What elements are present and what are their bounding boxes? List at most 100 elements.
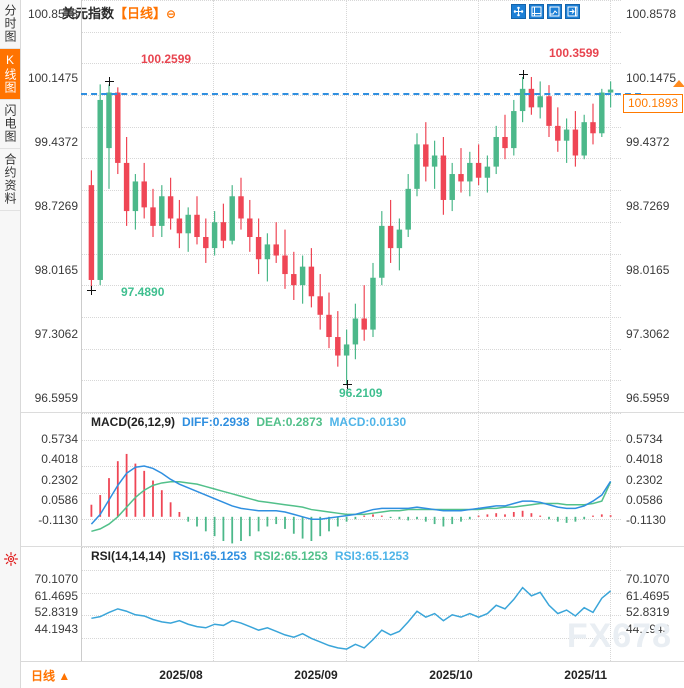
chart-shift-icon[interactable]	[547, 4, 562, 19]
axis-tick-label: 0.0586	[41, 492, 78, 507]
axis-tick-label: 44.1943	[626, 622, 670, 636]
rsi-series	[91, 586, 612, 650]
gridline-vertical	[345, 547, 347, 661]
watermark: FX678	[566, 617, 672, 655]
chart-scale-icon[interactable]	[529, 4, 544, 19]
axis-tick-label: 52.8319	[34, 605, 78, 620]
crosshair-move-icon[interactable]	[511, 4, 526, 19]
sidebar-item-contract-info[interactable]: 合约资料	[0, 149, 20, 211]
gridline-vertical	[610, 413, 612, 546]
x-axis-tick-label: 2025/09	[294, 668, 338, 682]
axis-tick-label: 70.1070	[626, 572, 670, 586]
gridline-vertical	[213, 413, 215, 546]
gridline-vertical	[345, 413, 347, 546]
axis-tick-label: 97.3062	[34, 327, 78, 341]
axis-tick-label: 61.4695	[626, 588, 670, 603]
chart-title: 美元指数【日线】⊖	[62, 3, 176, 22]
axis-tick-label: 99.4372	[626, 135, 670, 149]
rsi-title: RSI(14,14,14)	[91, 549, 166, 563]
rsi3-value: RSI3:65.1253	[334, 549, 409, 563]
gridline-horizontal	[81, 285, 621, 286]
sidebar-item-kline-chart[interactable]: K线图	[0, 49, 20, 100]
gridline-horizontal	[81, 158, 621, 159]
instrument-name: 美元指数	[62, 6, 115, 21]
macd-legend: MACD(26,12,9) DIFF:0.2938 DEA:0.2873 MACD:0…	[91, 415, 413, 429]
macd-panel: 0.5734 0.4018 0.2302 0.0586 -0.1130 0.5734 0.…	[21, 413, 684, 547]
gridline-horizontal	[81, 95, 621, 96]
gridline-horizontal	[81, 519, 621, 520]
axis-tick-label: 100.1475	[626, 71, 677, 85]
gridline-horizontal	[81, 380, 621, 381]
gridline-vertical	[213, 547, 215, 661]
sidebar-item-time-chart[interactable]: 分时图	[0, 0, 20, 49]
axis-tick-label: 98.7269	[626, 199, 670, 213]
chart-period-label: 【日线】	[114, 6, 167, 21]
gridline-horizontal	[81, 190, 621, 191]
gridline-vertical	[477, 413, 479, 546]
gridline-vertical	[610, 547, 612, 661]
gridline-horizontal	[81, 222, 621, 223]
low-left-marker	[87, 285, 97, 295]
low-bottom-marker	[342, 380, 352, 390]
gridline-horizontal	[81, 593, 621, 594]
chart-surface[interactable]: 100.8578 100.1475 99.4372 98.7269 98.0165 97.…	[21, 0, 684, 688]
axis-tick-label: 99.4372	[34, 135, 78, 149]
gridline-horizontal	[81, 466, 621, 467]
current-price-dash-line	[81, 92, 641, 95]
rsi2-value: RSI2:65.1253	[253, 549, 328, 563]
chart-footer: 日线 ▲ 2025/08 2025/09 2025/10 2025/11	[21, 661, 684, 688]
annotation-low-left: 97.4890	[121, 285, 165, 299]
gridline-horizontal	[81, 32, 621, 33]
rsi-panel: 70.1070 61.4695 52.8319 44.1943 70.1070 61.4…	[21, 547, 684, 662]
rsi-legend: RSI(14,14,14) RSI1:65.1253 RSI2:65.1253 RSI…	[91, 549, 416, 563]
macd-dea-value: DEA:0.2873	[256, 415, 323, 429]
axis-tick-label: 100.8578	[27, 7, 78, 21]
gridline-horizontal	[81, 615, 621, 616]
gridline-horizontal	[81, 0, 621, 1]
gridline-horizontal	[81, 570, 621, 571]
axis-tick-label: 0.2302	[41, 472, 78, 487]
rsi1-value: RSI1:65.1253	[172, 549, 247, 563]
panel-left-border	[81, 0, 82, 412]
axis-tick-label: 0.5734	[626, 432, 663, 446]
current-price-arrow-icon	[673, 79, 684, 87]
annotation-low-bottom: 96.2109	[339, 386, 383, 400]
indicator-settings-sun-icon[interactable]	[4, 552, 18, 566]
chart-jump-right-icon[interactable]	[565, 4, 580, 19]
axis-tick-label: 100.8578	[626, 7, 677, 21]
macd-title: MACD(26,12,9)	[91, 415, 176, 429]
chart-toolbar	[511, 4, 580, 19]
price-panel: 100.8578 100.1475 99.4372 98.7269 98.0165 97.…	[21, 0, 684, 413]
current-price-tag[interactable]: 100.1893	[623, 93, 684, 113]
sidebar-item-lightning-chart[interactable]: 闪电图	[0, 100, 20, 149]
axis-tick-label: 98.0165	[34, 263, 78, 277]
gridline-horizontal	[81, 547, 621, 548]
timeframe-selector[interactable]: 日线 ▲	[31, 669, 71, 683]
x-axis-tick-label: 2025/08	[159, 668, 203, 682]
gridline-horizontal	[81, 349, 621, 350]
collapse-icon[interactable]: ⊖	[166, 7, 177, 21]
axis-tick-label: -0.1130	[626, 513, 666, 527]
candlestick-series	[88, 76, 614, 385]
gridline-horizontal	[81, 440, 621, 441]
axis-tick-label: 0.5734	[41, 432, 78, 446]
axis-tick-label: 96.5959	[626, 391, 670, 405]
gridline-horizontal	[81, 493, 621, 494]
high-right-marker	[518, 70, 528, 79]
axis-tick-label: 70.1070	[34, 572, 78, 586]
gridline-horizontal	[81, 413, 621, 414]
axis-tick-label: 52.8319	[626, 605, 670, 620]
annotation-high-left: 100.2599	[141, 52, 192, 66]
panel-divider-2	[21, 546, 684, 547]
annotation-high-right: 100.3599	[549, 46, 600, 60]
axis-tick-label: 0.4018	[626, 452, 663, 467]
x-axis-tick-label: 2025/11	[564, 668, 608, 682]
left-sidebar: 分时图 K线图 闪电图 合约资料	[0, 0, 21, 688]
axis-tick-label: 61.4695	[34, 588, 78, 603]
macd-series	[90, 453, 612, 544]
gridline-vertical	[610, 0, 612, 412]
macd-hist-value: MACD:0.0130	[329, 415, 407, 429]
panel-left-border	[81, 547, 82, 661]
gridline-vertical	[345, 0, 347, 412]
